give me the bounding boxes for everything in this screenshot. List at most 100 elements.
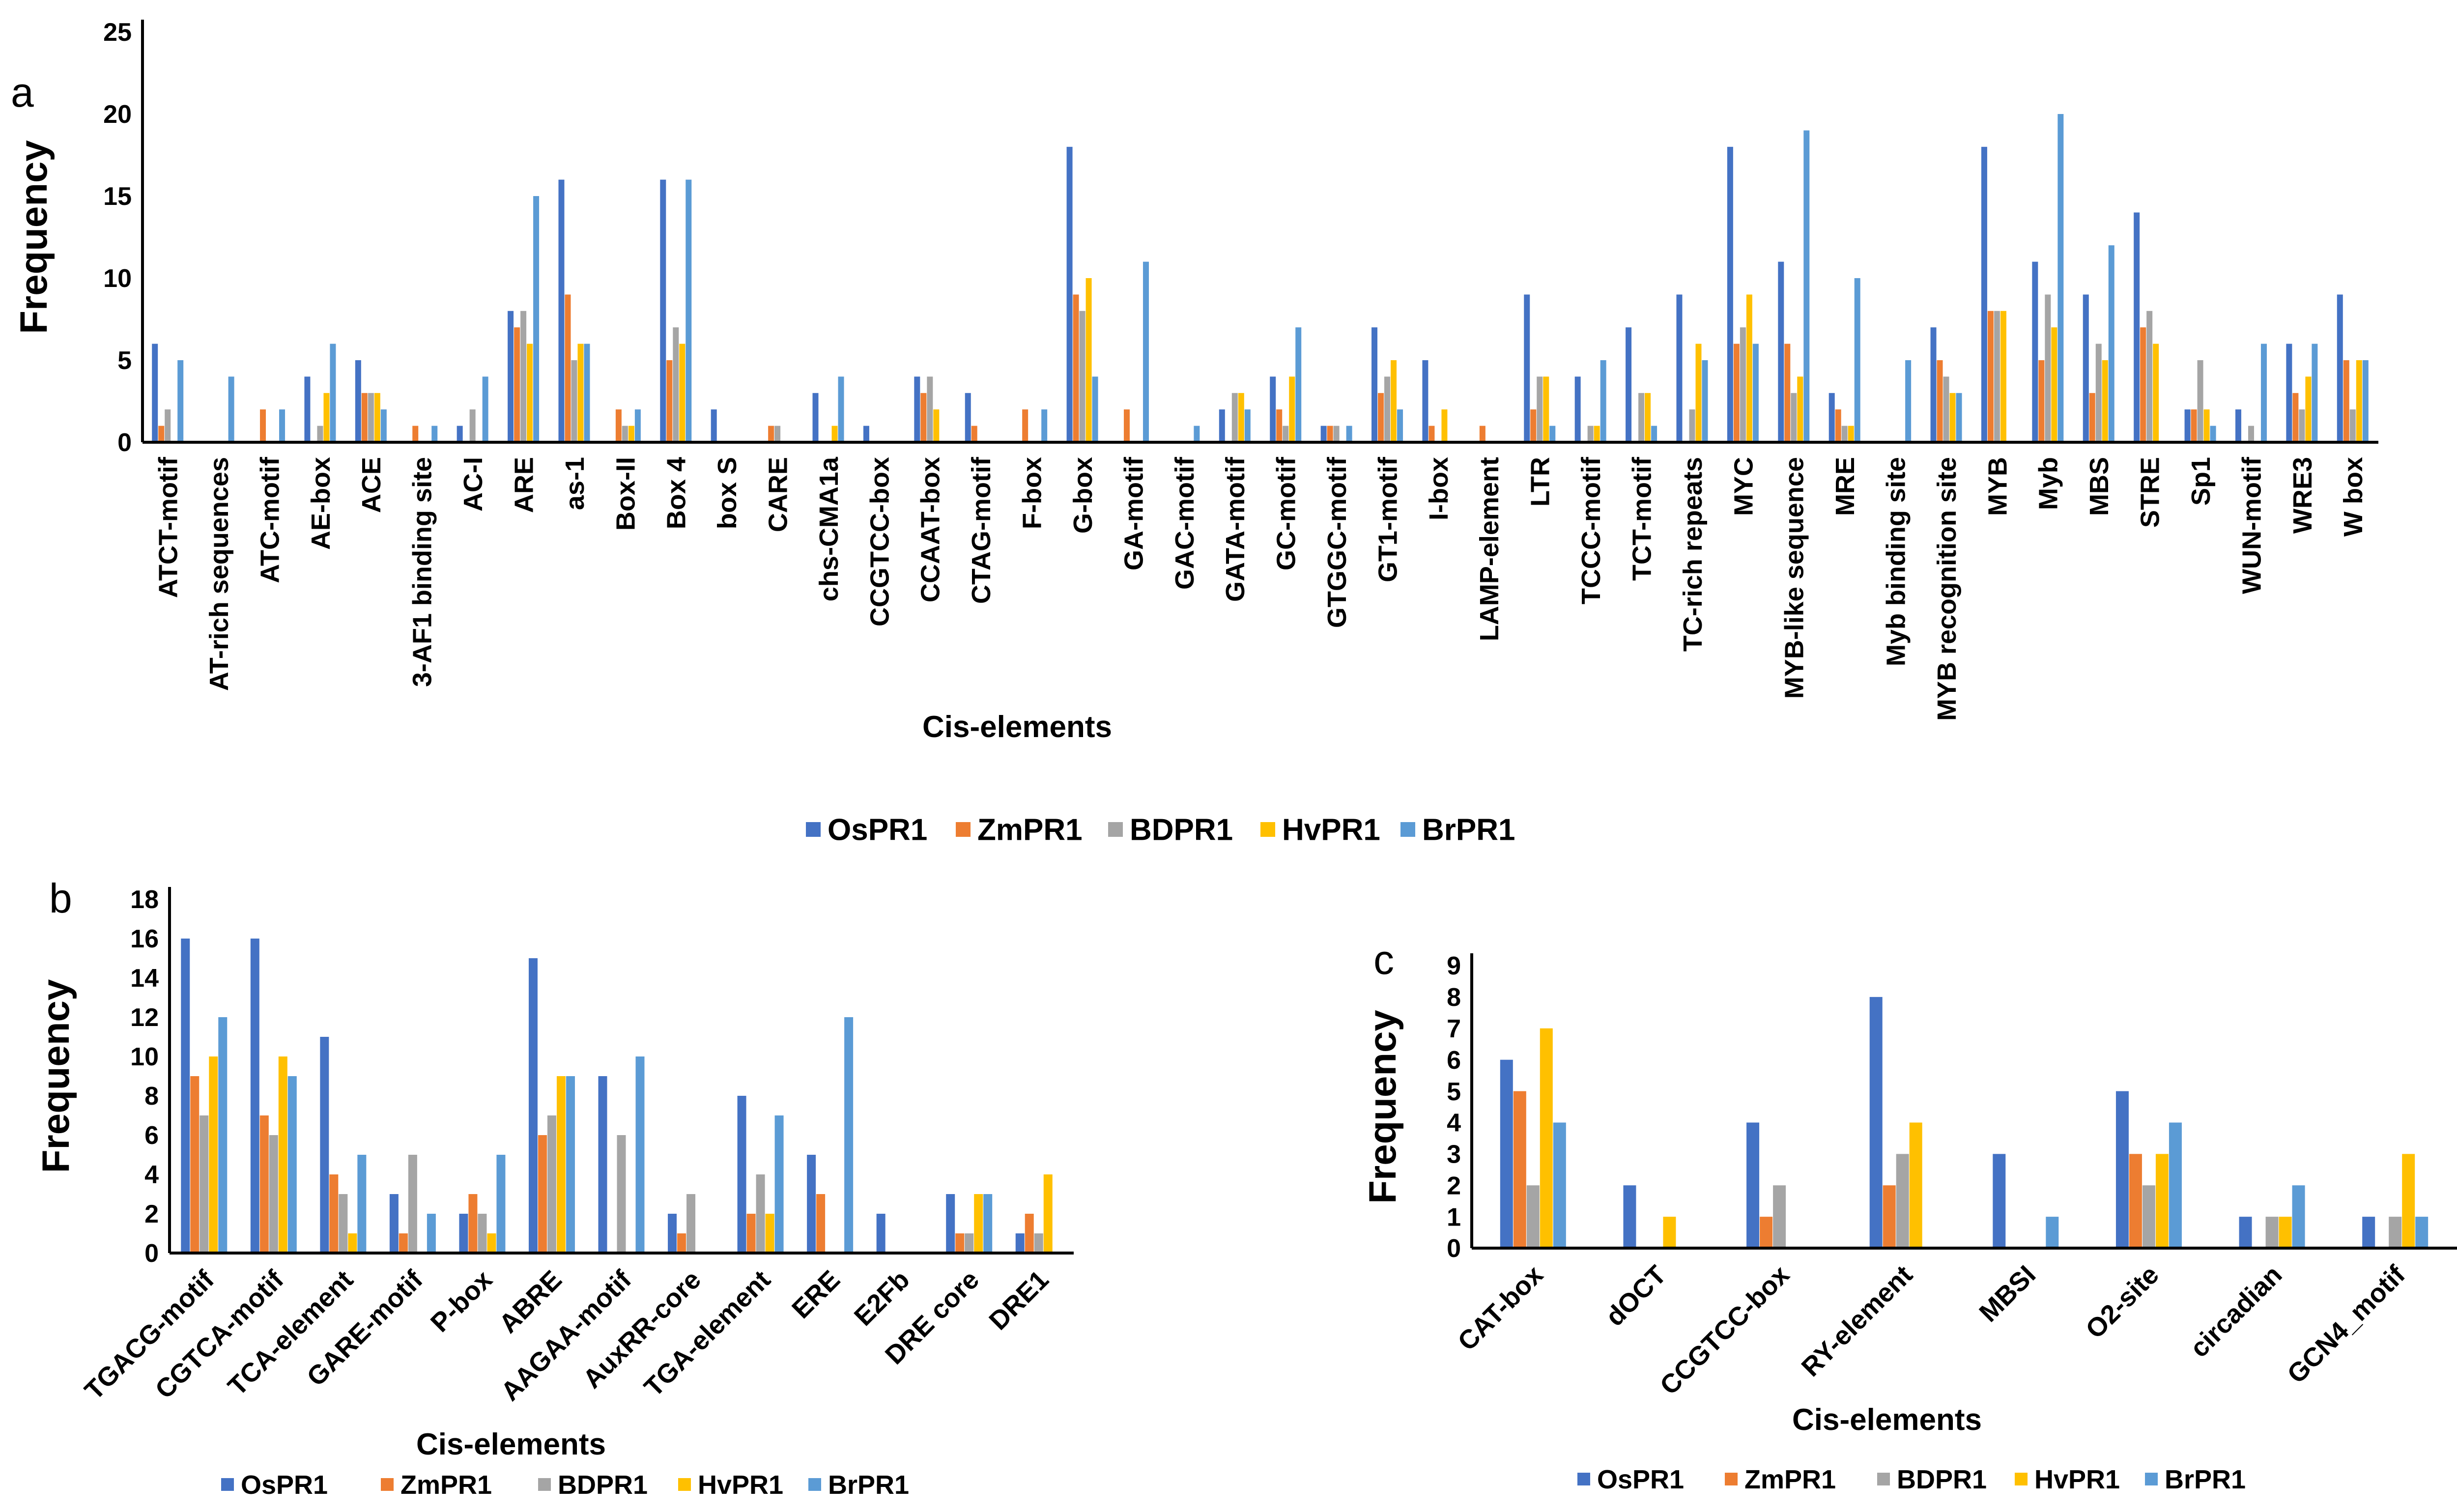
a-bar-ZmPR1-MYC (1733, 343, 1740, 442)
c-bar-OsPR1-RY-element (1869, 997, 1883, 1248)
a-category-label: W box (2339, 457, 2368, 537)
b-legend-swatch-OsPR1 (221, 1478, 234, 1491)
a-bar-BDPR1-TCCC-motif (1587, 426, 1594, 442)
b-legend-swatch-HvPR1 (678, 1478, 691, 1491)
b-bar-BDPR1-AAGAA-motif (617, 1135, 626, 1253)
a-bar-ZmPR1-W box (2343, 360, 2349, 442)
b-bar-BrPR1-GARE-motif (427, 1214, 436, 1253)
b-category-label: ERE (786, 1265, 846, 1324)
a-y-tick-label: 0 (117, 428, 132, 457)
panel-letter-a: a (11, 69, 34, 115)
a-bar-BDPR1-WRE3 (2299, 409, 2305, 442)
b-bar-BDPR1-CGTCA-motif (269, 1135, 278, 1253)
a-bar-ZmPR1-ATCT-motif (158, 426, 165, 442)
a-bar-ZmPR1-STRE (2140, 327, 2146, 442)
c-legend-label-ZmPR1: ZmPR1 (1744, 1465, 1836, 1494)
a-bar-ZmPR1-I-box (1428, 426, 1435, 442)
a-category-label: Box-II (611, 457, 640, 531)
a-category-label: ACE (357, 457, 386, 513)
b-bar-OsPR1-TCA-element (320, 1037, 329, 1253)
a-bar-OsPR1-ACE (355, 360, 361, 442)
a-bar-BrPR1-GC-motif (1295, 327, 1302, 442)
b-bar-OsPR1-AuxRR-core (668, 1214, 677, 1253)
a-bar-BrPR1-GTGGC-motif (1346, 426, 1352, 442)
b-bar-BDPR1-TCA-element (339, 1194, 348, 1253)
a-bar-OsPR1-STRE (2134, 212, 2140, 442)
a-bar-BDPR1-MBS (2095, 343, 2102, 442)
a-category-label: TC-rich repeats (1678, 457, 1708, 652)
a-legend-swatch-ZmPR1 (956, 822, 971, 837)
b-y-tick-label: 18 (130, 885, 159, 914)
b-bar-ZmPR1-ERE (816, 1194, 826, 1253)
a-category-label: TCT-motif (1627, 456, 1657, 581)
a-bar-ZmPR1-MRE (1835, 409, 1841, 442)
a-y-tick-label: 25 (103, 18, 132, 47)
a-bar-OsPR1-GC-motif (1270, 376, 1276, 442)
b-legend-label-OsPR1: OsPR1 (241, 1470, 328, 1500)
a-category-label: F-box (1018, 457, 1047, 529)
b-bar-OsPR1-P-box (459, 1214, 468, 1253)
a-category-label: ATC-motif (255, 456, 285, 583)
c-legend-label-HvPR1: HvPR1 (2034, 1465, 2120, 1494)
a-y-tick-label: 15 (103, 182, 132, 211)
a-bar-BrPR1-Box-II (634, 409, 641, 442)
a-category-label: AE-box (306, 457, 336, 550)
a-category-label: CARE (764, 457, 793, 532)
c-bar-BDPR1-circadian (2265, 1217, 2279, 1248)
a-bar-ZmPR1-CARE (768, 426, 774, 442)
a-bar-BrPR1-MYB-like sequence (1803, 130, 1810, 442)
a-legend-swatch-OsPR1 (806, 822, 821, 837)
a-bar-BDPR1-ARE (520, 311, 527, 442)
b-y-tick-label: 12 (130, 1003, 159, 1032)
c-bar-ZmPR1-RY-element (1883, 1185, 1896, 1248)
a-legend-label-HvPR1: HvPR1 (1282, 813, 1380, 847)
c-legend-label-BrPR1: BrPR1 (2165, 1465, 2246, 1494)
a-legend-swatch-BrPR1 (1400, 822, 1415, 837)
b-bar-BrPR1-ERE (844, 1017, 854, 1253)
a-bar-HvPR1-STRE (2153, 343, 2159, 442)
a-bar-BDPR1-Box-II (622, 426, 628, 442)
a-category-label: MYB-like sequence (1780, 457, 1809, 699)
a-category-label: I-box (1424, 457, 1454, 520)
b-bar-OsPR1-GARE-motif (389, 1194, 399, 1253)
c-legend-swatch-BrPR1 (2145, 1473, 2158, 1485)
a-bar-OsPR1-TCCC-motif (1574, 376, 1581, 442)
a-bar-BrPR1-Sp1 (2210, 426, 2216, 442)
a-bar-ZmPR1-MYB-like sequence (1784, 343, 1791, 442)
a-bar-BrPR1-MBS (2108, 245, 2114, 442)
c-bar-OsPR1-CCGTCC-box (1746, 1122, 1760, 1248)
b-y-tick-label: 4 (144, 1161, 159, 1189)
b-legend-swatch-ZmPR1 (381, 1478, 394, 1491)
a-bar-OsPR1-ARE (508, 311, 514, 442)
a-category-label: LTR (1526, 457, 1555, 507)
a-bar-OsPR1-GTGGC-motif (1320, 426, 1327, 442)
a-category-label: MRE (1830, 457, 1860, 516)
a-category-label: Myb binding site (1882, 457, 1911, 666)
a-bar-HvPR1-TC-rich repeats (1695, 343, 1702, 442)
a-category-label: chs-CMA1a (814, 456, 844, 601)
a-bar-BDPR1-G-box (1079, 311, 1086, 442)
b-bar-BDPR1-AuxRR-core (686, 1194, 696, 1253)
b-legend-swatch-BrPR1 (808, 1478, 821, 1491)
a-bar-OsPR1-I-box (1422, 360, 1428, 442)
b-bar-OsPR1-CGTCA-motif (250, 939, 259, 1253)
a-bar-BDPR1-Sp1 (2197, 360, 2203, 442)
b-legend-label-ZmPR1: ZmPR1 (400, 1470, 492, 1500)
c-bar-ZmPR1-CCGTCC-box (1760, 1217, 1773, 1248)
a-bar-BrPR1-MYB recognition site (1956, 393, 1962, 442)
a-bar-HvPR1-chs-CMA1a (831, 426, 838, 442)
c-y-tick-label: 3 (1447, 1141, 1461, 1169)
a-category-label: GAC-motif (1170, 456, 1200, 590)
c-bar-HvPR1-O2-site (2155, 1154, 2169, 1248)
b-category-label: TGA-element (638, 1265, 776, 1402)
a-bar-HvPR1-GATA-motif (1238, 393, 1244, 442)
a-bar-OsPR1-MYB recognition site (1930, 327, 1937, 442)
a-bar-BDPR1-CARE (774, 426, 781, 442)
b-bar-ZmPR1-DRE core (955, 1233, 965, 1253)
c-category-label: CAT-box (1452, 1260, 1549, 1357)
a-bar-BDPR1-STRE (2146, 311, 2153, 442)
a-bar-BrPR1-TCCC-motif (1600, 360, 1606, 442)
c-y-tick-label: 4 (1447, 1109, 1461, 1138)
a-bar-BDPR1-ACE (368, 393, 374, 442)
a-legend-label-BrPR1: BrPR1 (1422, 813, 1515, 847)
